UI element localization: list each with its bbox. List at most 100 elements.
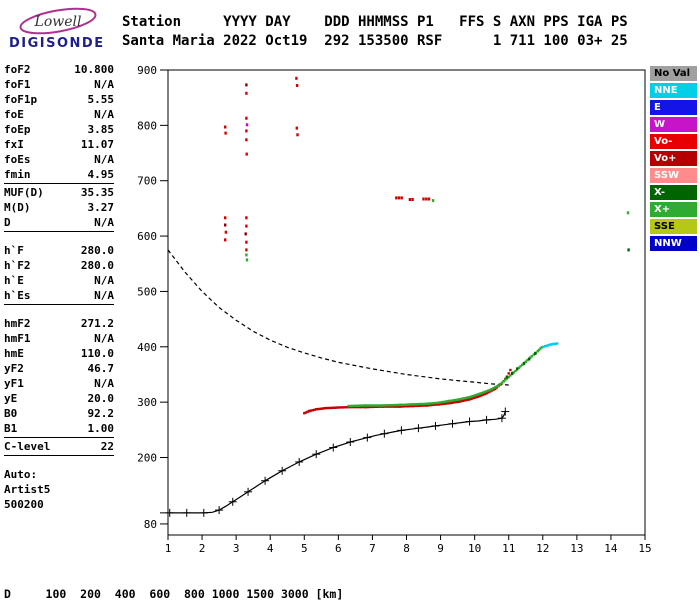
svg-text:12: 12	[536, 542, 549, 555]
x-axis: 1 2 3 4 5 6 7 8 9 10 11 12 13 14 15	[165, 535, 652, 555]
param-value: N/A	[94, 332, 114, 345]
param-row-ye: yE 20.0	[4, 391, 114, 406]
param-row-artist5: Artist5	[4, 482, 114, 497]
svg-text:80: 80	[144, 518, 157, 531]
param-row-h-f2: h`F2 280.0	[4, 258, 114, 273]
logo-digisonde-text: DIGISONDE	[9, 36, 105, 51]
param-row-h-es: h`Es N/A	[4, 288, 114, 303]
param-label: Artist5	[4, 483, 51, 496]
param-row-auto: Auto:	[4, 467, 114, 482]
param-label: D	[4, 216, 11, 229]
divider	[4, 437, 114, 438]
param-value: 280.0	[80, 244, 114, 257]
param-value: 11.07	[80, 138, 114, 151]
svg-text:7: 7	[369, 542, 376, 555]
header-values: Santa Maria 2022 Oct19 292 153500 RSF 1 …	[122, 33, 628, 49]
param-label: fmin	[4, 168, 31, 181]
svg-text:8: 8	[403, 542, 410, 555]
param-row-foe: foE N/A	[4, 107, 114, 122]
param-value: 46.7	[87, 362, 115, 375]
param-value: 10.800	[74, 63, 114, 76]
series-true-height-profile	[165, 407, 510, 517]
param-label: foEs	[4, 153, 31, 166]
legend-item-sse: SSE	[650, 219, 697, 234]
param-row-fof2: foF2 10.800	[4, 62, 114, 77]
param-row-fof1p: foF1p 5.55	[4, 92, 114, 107]
svg-text:700: 700	[137, 175, 157, 188]
param-row-b0: B0 92.2	[4, 406, 114, 421]
footer: D 100 200 400 600 800 1000 1500 3000 [km…	[4, 564, 696, 600]
series-f-trace-x-green	[347, 346, 543, 408]
series-f-trace-x-dark	[505, 351, 537, 379]
station-header: Station YYYY DAY DDD HHMMSS P1 FFS S AXN…	[122, 13, 628, 51]
param-value: 20.0	[87, 392, 115, 405]
param-label: foF1p	[4, 93, 38, 106]
param-label: MUF(D)	[4, 186, 44, 199]
param-row-b1: B1 1.00	[4, 421, 114, 436]
logo-lowell-text: Lowell	[34, 14, 82, 30]
param-row-fmin: fmin 4.95	[4, 167, 114, 182]
svg-text:500: 500	[137, 285, 157, 298]
param-label: Auto:	[4, 468, 38, 481]
param-value: 280.0	[80, 259, 114, 272]
param-value: N/A	[94, 78, 114, 91]
svg-text:9: 9	[437, 542, 444, 555]
param-label: h`F	[4, 244, 24, 257]
param-label: 500200	[4, 498, 44, 511]
param-row-yf2: yF2 46.7	[4, 361, 114, 376]
param-label: fxI	[4, 138, 24, 151]
svg-text:13: 13	[570, 542, 583, 555]
param-value: N/A	[94, 377, 114, 390]
logo-swoosh	[19, 7, 97, 35]
legend-item-vo: Vo+	[650, 151, 697, 166]
param-label: yF1	[4, 377, 24, 390]
param-label: h`E	[4, 274, 24, 287]
param-value: 35.35	[80, 186, 114, 199]
svg-text:11: 11	[502, 542, 515, 555]
param-value: 1.00	[87, 422, 115, 435]
divider	[4, 231, 114, 232]
param-label: hmE	[4, 347, 24, 360]
param-label: hmF1	[4, 332, 31, 345]
param-group: MUF(D) 35.35 M(D) 3.27 D N/A	[4, 185, 114, 230]
plot-frame	[167, 69, 646, 536]
param-row-hmf2: hmF2 271.2	[4, 316, 114, 331]
param-row-hmf1: hmF1 N/A	[4, 331, 114, 346]
param-row-yf1: yF1 N/A	[4, 376, 114, 391]
param-value: 3.85	[87, 123, 115, 136]
param-value: N/A	[94, 274, 114, 287]
param-label: B0	[4, 407, 18, 420]
param-label: B1	[4, 422, 18, 435]
legend-item-ssw: SSW	[650, 168, 697, 183]
legend-item-w: W	[650, 117, 697, 132]
param-label: hmF2	[4, 317, 31, 330]
param-label: foEp	[4, 123, 31, 136]
param-value: N/A	[94, 153, 114, 166]
series-f-trace-tip-nne	[542, 342, 559, 348]
param-group: C-level 22	[4, 439, 114, 454]
param-row-c-level: C-level 22	[4, 439, 114, 454]
lowell-digisonde-logo: Lowell DIGISONDE	[6, 6, 120, 54]
series-f-trace-o-red	[303, 368, 512, 415]
param-groups: foF2 10.800 foF1 N/A foF1p 5.55 foE N/A foEp 3.85…	[4, 62, 114, 512]
legend-item-x: X-	[650, 185, 697, 200]
param-row-fxi: fxI 11.07	[4, 137, 114, 152]
param-row-500200: 500200	[4, 497, 114, 512]
logo-graphic: Lowell DIGISONDE	[9, 7, 105, 51]
divider	[4, 183, 114, 184]
param-row-h-f: h`F 280.0	[4, 243, 114, 258]
svg-text:200: 200	[137, 452, 157, 465]
svg-text:6: 6	[335, 542, 342, 555]
legend-item-nne: NNE	[650, 83, 697, 98]
param-label: foF2	[4, 63, 31, 76]
param-label: yE	[4, 392, 18, 405]
param-value: 110.0	[80, 347, 114, 360]
svg-text:900: 900	[137, 64, 157, 77]
param-value: N/A	[94, 216, 114, 229]
distance-row: D 100 200 400 600 800 1000 1500 3000 [km…	[4, 587, 344, 600]
param-label: C-level	[4, 440, 51, 453]
svg-text:2: 2	[199, 542, 206, 555]
param-group: Auto: Artist5 500200	[4, 467, 114, 512]
